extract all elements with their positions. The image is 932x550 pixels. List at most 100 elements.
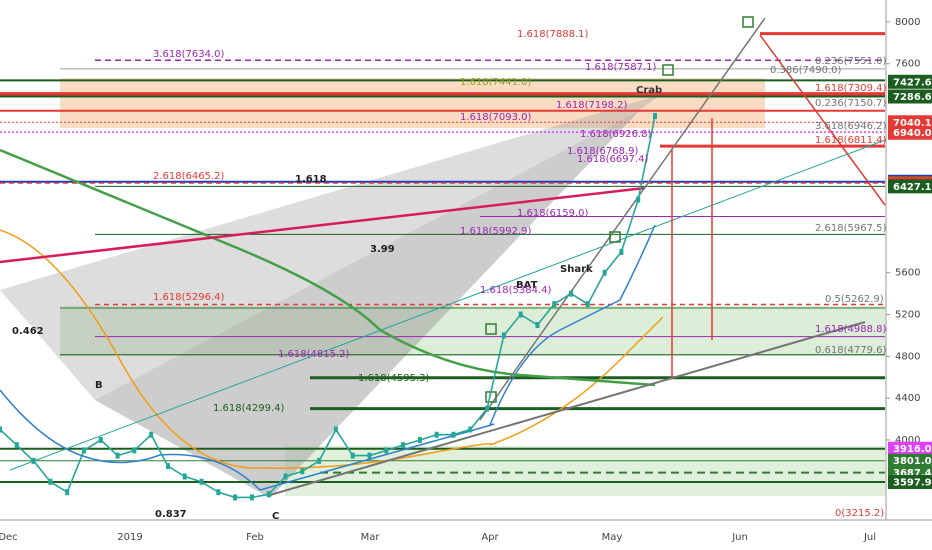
candle xyxy=(31,457,36,464)
annotation: 0.618(4779.6) xyxy=(815,345,887,356)
x-tick-label: Apr xyxy=(481,532,499,543)
candle xyxy=(653,112,657,119)
candle xyxy=(132,447,137,454)
annotation: 3.618(6946.2) xyxy=(815,121,887,132)
candle xyxy=(367,452,372,459)
candle xyxy=(98,436,103,443)
annotation: 3.618(7634.0) xyxy=(153,49,225,60)
annotation: 3.99 xyxy=(370,244,395,255)
candle xyxy=(485,405,490,412)
annotation: 1.618(5992.9) xyxy=(460,226,532,237)
annotation: 1.618(6926.8) xyxy=(580,129,652,140)
price-tag-label: 6940.0 xyxy=(893,128,932,139)
annotation: 0.837 xyxy=(155,509,187,520)
price-tag-label: 3597.9 xyxy=(893,477,932,488)
price-tag-label: 6427.1 xyxy=(893,182,932,193)
candle xyxy=(434,431,439,438)
candle xyxy=(266,491,271,498)
moving-average xyxy=(0,229,664,469)
annotation: 1.618(5384.4) xyxy=(480,285,552,296)
annotation: Crab xyxy=(636,85,662,96)
y-tick-label: 8000 xyxy=(895,17,920,28)
levels xyxy=(0,32,885,483)
annotation: C xyxy=(272,511,279,522)
annotation: 1.618(7309.4) xyxy=(815,83,887,94)
candle xyxy=(417,436,422,443)
annotation: BAT xyxy=(516,280,538,291)
candle xyxy=(81,447,86,454)
candle xyxy=(14,442,19,449)
price-tag xyxy=(888,179,932,194)
y-tick-label: 5200 xyxy=(895,310,920,321)
annotation: 1.618(7888.1) xyxy=(517,29,589,40)
x-tick-label: Mar xyxy=(361,532,381,543)
annotation: 1.618(5296.4) xyxy=(153,292,225,303)
x-tick-label: Jul xyxy=(863,532,876,543)
price xyxy=(0,112,657,501)
candle xyxy=(569,290,574,297)
candle xyxy=(619,248,624,255)
trend-line xyxy=(759,34,886,206)
y-tick-label: 7600 xyxy=(895,59,920,70)
trend-line xyxy=(0,186,646,264)
candle xyxy=(216,489,221,496)
candle xyxy=(552,301,557,308)
annotation: 0.462 xyxy=(12,326,44,337)
annotation: Shark xyxy=(560,264,593,275)
candle xyxy=(165,463,170,470)
annotation: 1.618(6697.4) xyxy=(577,154,649,165)
candle xyxy=(115,452,120,459)
annotation: 1.618(7441.0) xyxy=(460,77,532,88)
candle xyxy=(451,431,456,438)
annotation: 1.618(4815.2) xyxy=(278,349,350,360)
trend-line xyxy=(9,139,886,471)
price-tag xyxy=(888,453,932,468)
green-zone xyxy=(60,306,885,356)
x-tick-label: Dec xyxy=(0,532,18,543)
candle xyxy=(535,322,540,328)
annotation: 0.5(5262.9) xyxy=(825,294,884,305)
candle xyxy=(350,452,355,459)
candle xyxy=(48,478,53,485)
y-tick-label: 4400 xyxy=(895,393,920,404)
y-tick-label: 4800 xyxy=(895,351,920,362)
annotation: 0.236(7551.0) xyxy=(815,56,887,67)
annotation: 1.618(7093.0) xyxy=(460,112,532,123)
candle xyxy=(300,468,305,475)
candle xyxy=(233,494,238,501)
annotation: 1.618(4595.3) xyxy=(358,373,430,384)
candle xyxy=(149,431,154,438)
price-tag-label: 3916.0 xyxy=(893,444,932,455)
price-tag-label: 7040.1 xyxy=(893,118,932,129)
marker xyxy=(662,64,674,76)
x-tick-label: 2019 xyxy=(117,532,142,543)
marker xyxy=(742,16,754,28)
pattern-triangle xyxy=(0,95,660,498)
candle xyxy=(249,494,254,501)
annotation: 2.618(6465.2) xyxy=(153,171,225,182)
candle xyxy=(636,196,641,203)
candle xyxy=(333,426,338,433)
price-tag xyxy=(888,474,932,489)
candle xyxy=(501,332,506,339)
price-tag xyxy=(888,125,932,140)
annotation: 1.618(7198.2) xyxy=(556,100,628,111)
candle xyxy=(0,426,2,433)
axis: 4000 4400 4800 5200 5600 7600 8000 7427.6 7286.6… xyxy=(0,17,932,543)
trend-line xyxy=(479,17,766,421)
candle xyxy=(199,478,204,485)
annotation: 0.236(7150.7) xyxy=(815,98,887,109)
annotation: 0.386(7490.0) xyxy=(770,65,842,76)
price-tag xyxy=(888,74,932,89)
price-tag-label: 3687.4 xyxy=(893,468,932,479)
x-tick-label: Feb xyxy=(246,532,264,543)
annotations: 1.618(7888.1) 3.618(7634.0) 1.618(7587.1) 0… xyxy=(12,29,887,522)
y-tick-label: 5600 xyxy=(895,268,920,279)
price-tag-label: 7427.6 xyxy=(893,77,932,88)
candle xyxy=(182,473,187,480)
candle xyxy=(602,269,607,276)
candle xyxy=(518,311,523,318)
annotation: 1.618(4299.4) xyxy=(213,403,285,414)
